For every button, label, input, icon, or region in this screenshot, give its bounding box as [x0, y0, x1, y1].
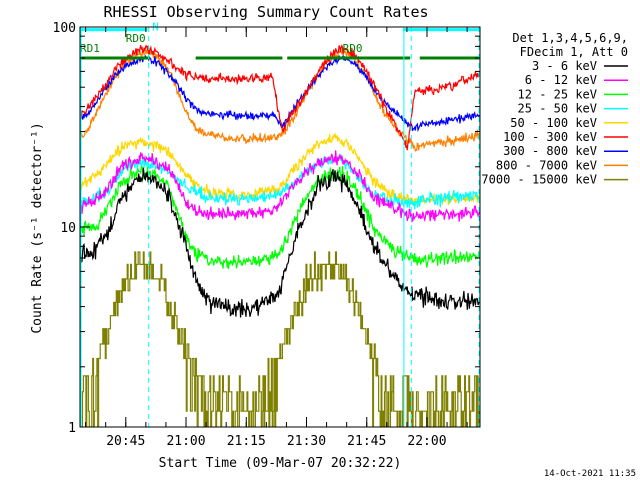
y-tick-label: 100 — [53, 21, 76, 36]
legend-label-12-25: 12 - 25 keV — [518, 87, 597, 101]
x-tick-label: 21:45 — [347, 434, 386, 449]
series-6-12-kev — [80, 150, 480, 223]
x-tick-label: 22:00 — [407, 434, 446, 449]
generation-timestamp: 14-Oct-2021 11:35 — [544, 469, 636, 479]
legend-label-7000-15000: 7000 - 15000 keV — [481, 173, 597, 187]
series-group — [80, 44, 480, 427]
legend-header-line-1: Det 1,3,4,5,6,9, — [512, 31, 628, 45]
series-25-50-kev — [80, 154, 480, 210]
x-axis-label: Start Time (09-Mar-07 20:32:22) — [159, 456, 402, 471]
series-3-6-kev — [80, 167, 480, 318]
y-axis-label: Count Rate (s⁻¹ detector⁻¹) — [30, 122, 45, 333]
x-tick-label: 21:15 — [227, 434, 266, 449]
x-tick-label: 21:30 — [287, 434, 326, 449]
series-800-7000-kev — [80, 47, 480, 153]
legend-label-25-50: 25 - 50 keV — [518, 102, 597, 116]
series-7000-15000-kev — [80, 251, 480, 427]
y-tick-label: 10 — [60, 221, 76, 236]
flag-label-rd0-1: RD0 — [126, 32, 146, 45]
legend-header-line-2: FDecim 1, Att 0 — [520, 45, 628, 59]
plot-frame — [79, 26, 481, 428]
series-50-100-kev — [80, 133, 480, 207]
x-tick-label: 20:45 — [106, 434, 145, 449]
y-tick-label: 1 — [68, 421, 76, 436]
legend-label-100-300: 100 - 300 keV — [503, 130, 597, 144]
legend: Det 1,3,4,5,6,9, FDecim 1, Att 0 3 - 6 k… — [481, 31, 628, 187]
legend-label-300-800: 300 - 800 keV — [503, 144, 597, 158]
flag-label-rd0-4: RD0 — [343, 42, 363, 55]
x-tick-label: 21:00 — [166, 434, 205, 449]
legend-label-6-12: 6 - 12 keV — [525, 73, 597, 87]
flag-label-rd1-3: RD1 — [80, 42, 100, 55]
series-100-300-kev — [80, 44, 480, 151]
chart-title: RHESSI Observing Summary Count Rates — [103, 3, 428, 21]
legend-label-800-7000: 800 - 7000 keV — [496, 158, 597, 172]
legend-label-3-6: 3 - 6 keV — [532, 59, 597, 73]
legend-label-50-100: 50 - 100 keV — [510, 116, 597, 130]
